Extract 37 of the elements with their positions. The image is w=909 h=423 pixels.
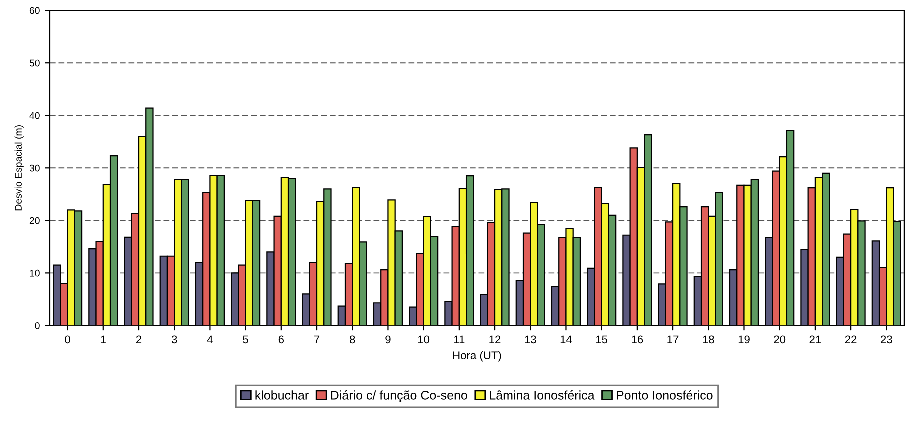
x-tick-label: 23 bbox=[881, 336, 892, 344]
x-tick-label: 19 bbox=[738, 336, 750, 344]
x-tick-label: 21 bbox=[810, 336, 822, 344]
legend-label: klobuchar bbox=[256, 390, 309, 400]
x-tick-label: 15 bbox=[596, 336, 608, 344]
x-tick-label: 7 bbox=[314, 336, 320, 344]
x-tick-label: 20 bbox=[774, 336, 786, 344]
x-tick-label: 5 bbox=[243, 336, 248, 344]
x-tick-label: 17 bbox=[668, 336, 679, 344]
x-tick-label: 10 bbox=[418, 336, 430, 344]
x-tick-label: 11 bbox=[454, 336, 465, 344]
y-tick-label: 50 bbox=[30, 60, 40, 67]
x-axis-title: Hora (UT) bbox=[453, 351, 502, 362]
x-tick-label: 3 bbox=[172, 336, 178, 344]
y-tick-label: 40 bbox=[30, 112, 40, 120]
x-tick-label: 0 bbox=[65, 336, 70, 344]
legend-label: Diário c/ função Co-seno bbox=[331, 390, 468, 402]
y-tick-label: 30 bbox=[30, 164, 40, 172]
x-tick-label: 2 bbox=[136, 336, 142, 344]
y-tick-label: 10 bbox=[30, 270, 40, 277]
x-tick-label: 12 bbox=[490, 336, 501, 344]
y-tick-label: 60 bbox=[30, 7, 40, 14]
x-tick-label: 13 bbox=[525, 336, 536, 344]
x-tick-label: 4 bbox=[207, 336, 213, 344]
x-tick-label: 6 bbox=[278, 336, 284, 344]
x-tick-label: 18 bbox=[703, 336, 714, 344]
legend-label: Ponto Ionosférico bbox=[617, 390, 713, 400]
x-tick-label: 9 bbox=[386, 336, 391, 344]
x-tick-label: 8 bbox=[350, 336, 356, 344]
legend-label: Lâmina Ionosférica bbox=[490, 390, 595, 400]
x-tick-label: 16 bbox=[632, 336, 644, 344]
x-tick-label: 22 bbox=[845, 336, 857, 344]
x-tick-label: 14 bbox=[560, 336, 572, 344]
y-tick-label: 0 bbox=[35, 322, 40, 330]
y-axis-title: Desvio Espacial (m) bbox=[14, 126, 24, 211]
y-tick-label: 20 bbox=[30, 217, 40, 224]
x-tick-label: 1 bbox=[101, 336, 106, 344]
